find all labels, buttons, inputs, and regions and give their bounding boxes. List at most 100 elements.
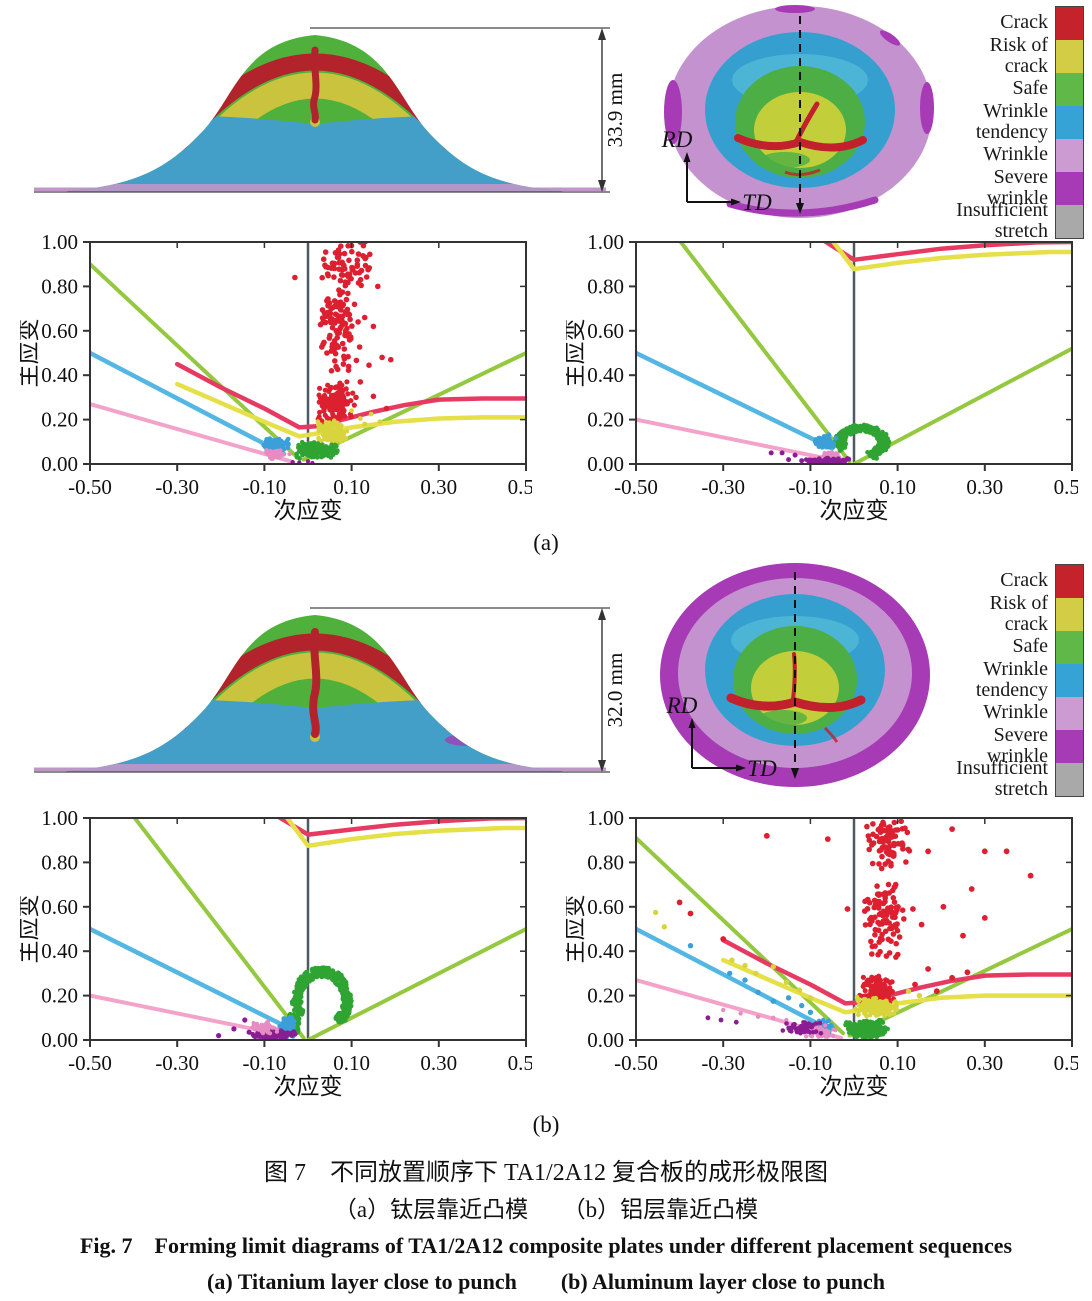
svg-text:0.10: 0.10 xyxy=(333,1051,370,1075)
svg-text:1.00: 1.00 xyxy=(587,234,624,254)
svg-text:0.80: 0.80 xyxy=(587,274,624,298)
figure-caption-zh: 图 7 不同放置顺序下 TA1/2A12 复合板的成形极限图 xyxy=(263,1160,829,1186)
td-label: TD xyxy=(742,190,772,215)
svg-text:0.40: 0.40 xyxy=(41,939,78,963)
svg-text:0.20: 0.20 xyxy=(41,984,78,1008)
severe-wrinkle-patches xyxy=(664,5,934,217)
svg-text:0.30: 0.30 xyxy=(420,1051,457,1075)
svg-text:0.30: 0.30 xyxy=(966,1051,1003,1075)
svg-text:0.80: 0.80 xyxy=(41,850,78,874)
svg-text:0.10: 0.10 xyxy=(879,1051,916,1075)
figure-subcaption-zh: （a）钛层靠近凸模 （b）铝层靠近凸模 xyxy=(333,1197,759,1222)
svg-text:0.60: 0.60 xyxy=(41,319,78,343)
svg-text:-0.50: -0.50 xyxy=(68,1051,112,1075)
svg-text:0.20: 0.20 xyxy=(41,408,78,432)
legend-colorbar xyxy=(1055,6,1084,239)
legend-swatch-wrinkle_tendency xyxy=(1056,106,1083,139)
fld-chart-b-right: -0.50 -0.30 -0.10 0.10 0.30 0.50 0.00 0.20 0.40 0… xyxy=(562,806,1090,1102)
legend-swatch-safe xyxy=(1056,73,1083,106)
legend-colorbar xyxy=(1055,564,1084,797)
legend-label-wrinkle_tendency: Wrinkle tendency xyxy=(975,100,1048,143)
legend-swatch-wrinkle xyxy=(1056,139,1083,172)
svg-text:次应变: 次应变 xyxy=(274,498,343,523)
legend-swatch-crack xyxy=(1056,7,1083,40)
svg-text:-0.10: -0.10 xyxy=(243,475,287,499)
section-dashed-line xyxy=(796,16,804,214)
svg-text:0.30: 0.30 xyxy=(966,475,1003,499)
svg-text:0.40: 0.40 xyxy=(41,363,78,387)
svg-text:0.50: 0.50 xyxy=(1054,1051,1078,1075)
legend-swatch-risk xyxy=(1056,598,1083,631)
legend-label-insufficient_stretch: Insufficient stretch xyxy=(956,757,1048,800)
svg-text:0.60: 0.60 xyxy=(587,319,624,343)
svg-text:-0.30: -0.30 xyxy=(155,1051,199,1075)
legend-label-safe: Safe xyxy=(1012,77,1048,100)
crack-streak xyxy=(310,46,320,124)
crack-streak xyxy=(309,628,321,738)
dome-color-bands xyxy=(60,615,568,772)
legend-swatch-risk xyxy=(1056,40,1083,73)
rd-td-axes: RD TD xyxy=(661,127,772,215)
legend-label-wrinkle: Wrinkle xyxy=(983,701,1048,724)
svg-text:0.40: 0.40 xyxy=(587,939,624,963)
svg-text:1.00: 1.00 xyxy=(587,810,624,830)
legend-label-crack: Crack xyxy=(1000,11,1048,34)
fld-chart-b-left: -0.50 -0.30 -0.10 0.10 0.30 0.50 0.00 0.20 0.40 0… xyxy=(16,806,544,1102)
panel-b-label: (b) xyxy=(532,1112,560,1137)
svg-text:0.20: 0.20 xyxy=(587,984,624,1008)
svg-text:0.10: 0.10 xyxy=(879,475,916,499)
legend-label-crack: Crack xyxy=(1000,569,1048,592)
legend-label-insufficient_stretch: Insufficient stretch xyxy=(956,199,1048,242)
svg-text:-0.30: -0.30 xyxy=(701,1051,745,1075)
legend-labels: Crack Risk of crack Safe Wrinkle tendency Wr… xyxy=(930,6,1048,242)
svg-text:-0.50: -0.50 xyxy=(614,1051,658,1075)
svg-text:-0.10: -0.10 xyxy=(789,475,833,499)
fld-chart-a-right: -0.50 -0.30 -0.10 0.10 0.30 0.50 0.00 0.20 0.40 0… xyxy=(562,230,1090,526)
svg-text:0.80: 0.80 xyxy=(41,274,78,298)
height-label: 32.0 mm xyxy=(603,653,627,728)
rd-td-axes: RD TD xyxy=(666,693,777,781)
color-legend-a: Crack Risk of crack Safe Wrinkle tendency Wr… xyxy=(930,6,1084,242)
legend-swatch-wrinkle_tendency xyxy=(1056,664,1083,697)
dome-side-view-a: 33.9 mm xyxy=(34,27,627,193)
svg-text:-0.30: -0.30 xyxy=(155,475,199,499)
svg-text:-0.30: -0.30 xyxy=(701,475,745,499)
panel-a-label: (a) xyxy=(533,530,559,555)
rd-label: RD xyxy=(661,127,693,152)
svg-text:0.40: 0.40 xyxy=(587,363,624,387)
fld-plot: -0.50 -0.30 -0.10 0.10 0.30 0.50 0.00 0.20 0.40 0… xyxy=(16,230,544,523)
svg-text:0.20: 0.20 xyxy=(587,408,624,432)
svg-text:0.50: 0.50 xyxy=(508,475,532,499)
height-dimension: 33.9 mm xyxy=(598,28,627,192)
dome-color-bands xyxy=(60,35,568,192)
svg-text:主应变: 主应变 xyxy=(20,319,41,388)
legend-swatch-severe_wrinkle xyxy=(1056,730,1083,763)
fld-plot: -0.50 -0.30 -0.10 0.10 0.30 0.50 0.00 0.20 0.40 0… xyxy=(16,806,544,1099)
svg-text:主应变: 主应变 xyxy=(20,895,41,964)
svg-text:-0.10: -0.10 xyxy=(243,1051,287,1075)
svg-text:0.50: 0.50 xyxy=(1054,475,1078,499)
fld-plot: -0.50 -0.30 -0.10 0.10 0.30 0.50 0.00 0.20 0.40 0… xyxy=(562,230,1090,523)
legend-swatch-insufficient_stretch xyxy=(1056,763,1083,796)
svg-text:0.60: 0.60 xyxy=(587,895,624,919)
fld-plot: -0.50 -0.30 -0.10 0.10 0.30 0.50 0.00 0.20 0.40 0… xyxy=(562,806,1090,1099)
svg-text:0.00: 0.00 xyxy=(587,452,624,476)
svg-text:0.00: 0.00 xyxy=(41,1028,78,1052)
svg-text:1.00: 1.00 xyxy=(41,810,78,830)
dome-side-view-b: 32.0 mm xyxy=(34,607,627,773)
dome-top-view-b: RD TD xyxy=(660,563,930,787)
svg-text:0.00: 0.00 xyxy=(587,1028,624,1052)
legend-label-wrinkle_tendency: Wrinkle tendency xyxy=(975,658,1048,701)
figure-caption-en: Fig. 7 Forming limit diagrams of TA1/2A1… xyxy=(79,1233,1013,1258)
legend-label-severe_wrinkle: Severe wrinkle xyxy=(986,724,1048,767)
height-label: 33.9 mm xyxy=(603,73,627,148)
legend-label-wrinkle: Wrinkle xyxy=(983,143,1048,166)
svg-text:-0.50: -0.50 xyxy=(614,475,658,499)
color-legend-b: Crack Risk of crack Safe Wrinkle tendency Wr… xyxy=(930,564,1084,800)
svg-text:次应变: 次应变 xyxy=(820,498,889,523)
figure-subcaption-en: (a) Titanium layer close to punch (b) Al… xyxy=(207,1269,885,1294)
svg-text:0.10: 0.10 xyxy=(333,475,370,499)
dome-top-view-a: RD TD xyxy=(661,5,934,218)
fld-chart-a-left: -0.50 -0.30 -0.10 0.10 0.30 0.50 0.00 0.20 0.40 0… xyxy=(16,230,544,526)
